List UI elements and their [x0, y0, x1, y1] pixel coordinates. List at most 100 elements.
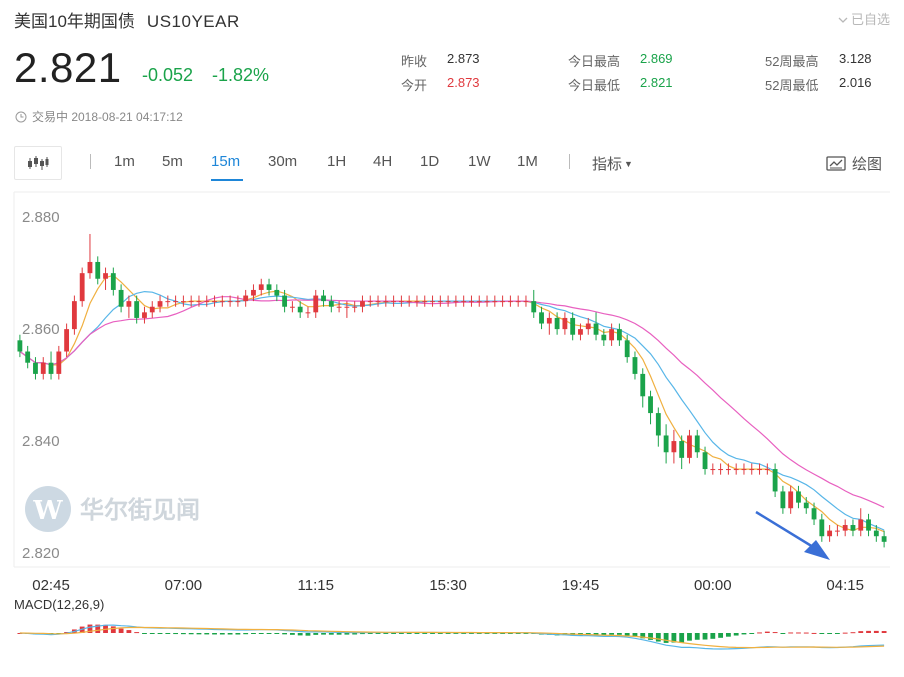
candle-body — [305, 312, 311, 314]
chart-type-button[interactable] — [14, 146, 62, 180]
candle-body — [866, 519, 871, 531]
candle-body — [749, 469, 755, 471]
period-15m[interactable]: 15m — [211, 153, 241, 170]
candle-body — [476, 301, 482, 303]
macd-histogram-bar — [243, 633, 249, 635]
stat-52w-high: 52周最高 3.128 — [765, 51, 895, 70]
indicator-dropdown[interactable]: 指标 ▼ — [592, 153, 633, 174]
toolbar-divider — [90, 154, 91, 169]
candle-body — [336, 306, 342, 308]
macd-histogram-bar — [749, 633, 755, 634]
candle-body — [422, 301, 428, 303]
active-period-underline — [211, 179, 243, 181]
candle-body — [219, 301, 225, 303]
moving-average-lines — [19, 274, 885, 533]
stat-label: 今开 — [401, 78, 428, 93]
watermark: W 华尔街见闻 — [25, 486, 200, 532]
chart-toolbar: 1m 5m 15m 30m 1H 4H 1D 1W 1M 指标 ▼ 绘图 — [14, 144, 890, 181]
candle-body — [842, 525, 848, 531]
watchlist-toggle[interactable]: 已自选 — [837, 9, 890, 28]
candle-body — [593, 323, 599, 335]
candle-body — [492, 301, 498, 303]
macd-histogram-bar — [157, 633, 163, 634]
x-tick-label: 02:45 — [32, 577, 70, 594]
macd-histogram-bar — [788, 632, 794, 634]
macd-histogram-bar — [360, 633, 365, 635]
candle-body — [173, 301, 179, 303]
candle-body — [79, 273, 85, 302]
macd-histogram-bar — [741, 633, 747, 635]
candle-body — [764, 469, 770, 471]
instrument-code: US10YEAR — [146, 12, 240, 31]
candle-body — [796, 491, 801, 503]
stat-value: 2.873 — [447, 51, 480, 66]
caret-down-icon: ▼ — [624, 159, 633, 169]
candle-body — [344, 306, 350, 308]
macd-histogram-bar — [110, 626, 116, 633]
candle-body — [328, 301, 334, 307]
candle-body — [126, 301, 132, 307]
macd-histogram-bar — [500, 633, 506, 634]
candle-body — [188, 301, 194, 303]
period-5m[interactable]: 5m — [162, 153, 183, 170]
candle-body — [227, 301, 233, 303]
macd-histogram-bar — [258, 633, 264, 634]
macd-histogram-bar — [671, 633, 677, 643]
trend-arrow — [755, 510, 830, 560]
macd-histogram-bar — [142, 633, 147, 634]
trend-arrow-shaft — [755, 510, 819, 552]
macd-histogram-bar — [858, 631, 864, 633]
period-1mo[interactable]: 1M — [517, 153, 538, 170]
macd-histogram-bar — [687, 633, 692, 641]
y-tick-label: 2.880 — [22, 209, 60, 226]
candle-body — [398, 301, 404, 303]
candle-body — [609, 329, 615, 341]
macd-histogram-bar — [484, 633, 490, 634]
period-30m[interactable]: 30m — [268, 153, 298, 170]
candle-body — [118, 289, 124, 307]
macd-histogram-bar — [609, 633, 615, 635]
candle-body — [632, 357, 638, 374]
candle-body — [554, 317, 560, 330]
watermark-logo-letter: W — [32, 496, 63, 526]
candle-body — [850, 525, 856, 531]
candle-body — [367, 301, 373, 303]
macd-histogram-bar — [266, 633, 272, 634]
stat-value: 2.873 — [447, 75, 480, 90]
macd-histogram-bar — [476, 633, 482, 634]
draw-button[interactable]: 绘图 — [826, 153, 882, 174]
candle-body — [803, 502, 809, 509]
macd-histogram-bar — [585, 633, 591, 635]
period-4h[interactable]: 4H — [373, 153, 393, 170]
macd-histogram-bar — [461, 633, 467, 634]
period-1h[interactable]: 1H — [327, 153, 347, 170]
candle-body — [741, 469, 747, 471]
candle-body — [881, 536, 887, 542]
candle-body — [694, 435, 700, 453]
trend-arrow-head — [804, 540, 830, 560]
period-1m[interactable]: 1m — [114, 153, 135, 170]
stat-label: 今日最低 — [568, 78, 621, 93]
watermark-text: 华尔街见闻 — [80, 495, 200, 524]
candle-body — [251, 289, 256, 296]
candle-body — [663, 435, 669, 453]
macd-histogram-bar — [251, 633, 256, 634]
candle-body — [469, 301, 474, 303]
macd-histogram-bar — [655, 633, 661, 642]
macd-histogram-bar — [632, 633, 638, 637]
macd-histogram-bar — [679, 633, 685, 643]
candle-body — [71, 301, 77, 330]
stat-prev-close: 昨收 2.873 — [401, 51, 501, 70]
period-1w[interactable]: 1W — [468, 153, 491, 170]
candle-body — [640, 373, 646, 397]
candle-body — [788, 491, 794, 509]
candle-body — [648, 396, 653, 414]
period-1d[interactable]: 1D — [420, 153, 440, 170]
x-tick-label: 11:15 — [298, 577, 334, 594]
macd-histogram-bar — [196, 633, 202, 635]
candle-body — [515, 301, 521, 303]
candle-body — [383, 301, 389, 303]
stat-label: 52周最低 — [765, 78, 819, 93]
x-tick-label: 04:15 — [826, 577, 864, 594]
